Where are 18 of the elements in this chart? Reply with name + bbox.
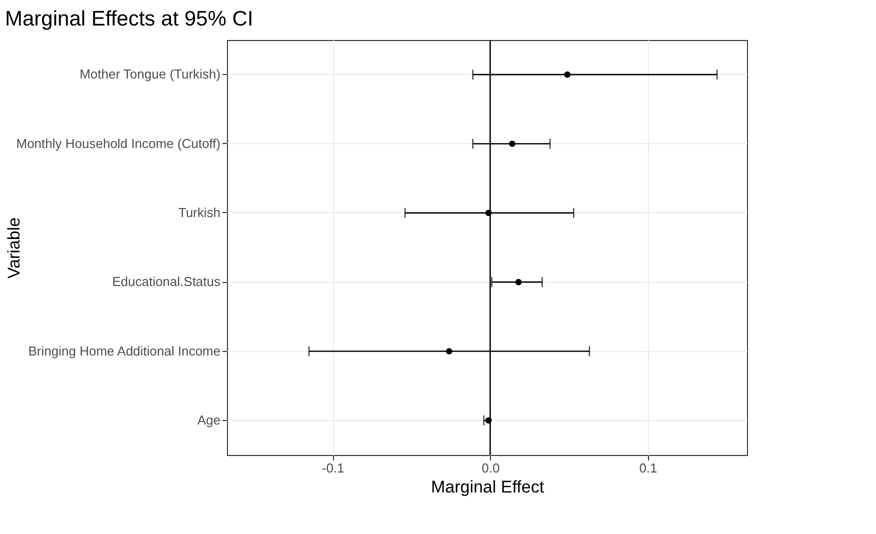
x-axis-title: Marginal Effect	[430, 478, 544, 496]
point	[485, 417, 492, 424]
y-tick-label: Age	[197, 412, 220, 428]
x-tick-label: -0.1	[322, 460, 344, 476]
point	[515, 278, 522, 286]
point	[446, 348, 452, 354]
point	[485, 210, 492, 216]
y-axis-title: Variable	[4, 217, 24, 279]
y-tick-label: Mother Tongue (Turkish)	[80, 66, 220, 82]
x-tick-label: 0.0	[482, 460, 500, 476]
x-tick-label: 0.1	[639, 460, 658, 476]
chart-title: Marginal Effects at 95% CI	[5, 7, 254, 30]
y-tick-label: Monthly Household Income (Cutoff)	[16, 136, 220, 151]
y-tick-label: Educational.Status	[112, 274, 221, 290]
y-tick-label: Turkish	[178, 204, 220, 220]
point	[564, 71, 571, 78]
point	[509, 140, 516, 147]
y-tick-label: Bringing Home Additional Income	[28, 343, 220, 358]
